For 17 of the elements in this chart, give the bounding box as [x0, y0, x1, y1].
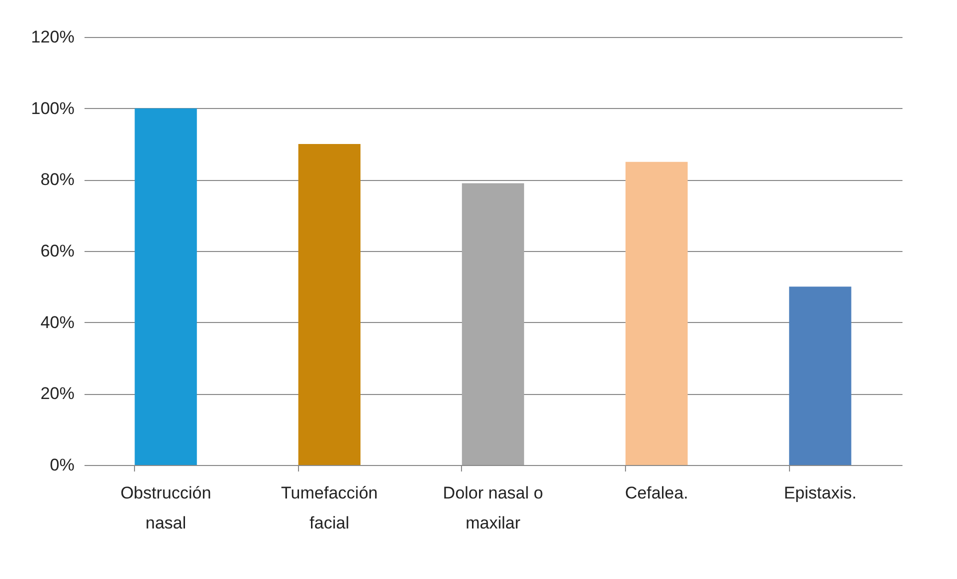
y-tick-label: 100%	[31, 98, 74, 118]
y-tick-label: 20%	[40, 384, 74, 404]
x-tick-label: Epistaxis.	[784, 484, 857, 502]
x-tick-label: Tumefacción facial	[281, 484, 378, 532]
y-tick-label: 40%	[40, 312, 74, 332]
y-tick-label: 60%	[40, 242, 74, 260]
bar	[298, 144, 360, 465]
bar	[462, 183, 524, 465]
y-tick-label: 120%	[31, 28, 74, 46]
x-tick-label: Dolor nasal o maxilar	[442, 484, 544, 532]
bar	[626, 162, 688, 465]
bar	[789, 286, 852, 465]
x-tick-label: Cefalea.	[624, 484, 688, 502]
x-tick-label: Obstrucción nasal	[120, 484, 212, 532]
y-tick-label: 80%	[40, 170, 74, 190]
bar	[134, 108, 197, 465]
y-tick-label: 0%	[50, 456, 74, 474]
